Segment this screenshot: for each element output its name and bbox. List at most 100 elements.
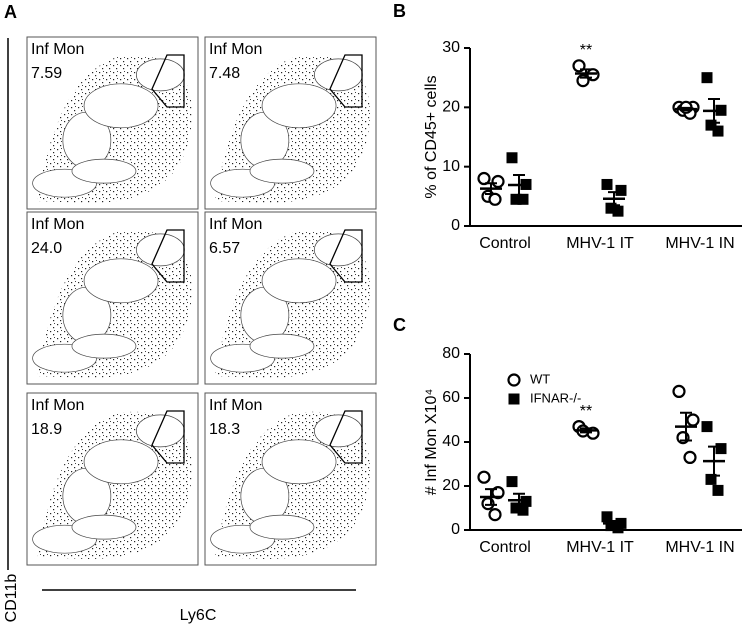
error-bar: [708, 98, 720, 124]
gate: [329, 410, 363, 464]
point: [506, 476, 518, 488]
point: [517, 193, 529, 205]
gate: [151, 410, 185, 464]
point: [715, 443, 727, 455]
point: [612, 522, 624, 534]
gate-name: Inf Mon: [209, 216, 262, 233]
gate: [151, 54, 185, 108]
point: [477, 470, 491, 484]
contour: [249, 158, 315, 184]
x-tick-label: MHV-1 IN: [665, 539, 734, 556]
gate-value: 7.59: [31, 65, 62, 82]
flow-plot: Inf Mon 7.48: [204, 36, 377, 210]
contour: [249, 333, 315, 359]
gate-name: Inf Mon: [209, 41, 262, 58]
flow-plot: Inf Mon 7.59: [26, 36, 199, 210]
y-tick-label: 20: [442, 477, 460, 494]
y-tick-label: 20: [442, 99, 460, 116]
error-bar: [580, 427, 592, 434]
point: [488, 507, 502, 522]
contour: [83, 258, 159, 304]
contour: [314, 414, 363, 448]
legend-marker: [507, 373, 521, 387]
legend-label: IFNAR-/-: [530, 390, 581, 405]
point: [701, 421, 713, 433]
contour: [261, 439, 337, 485]
error-bar: [513, 173, 525, 197]
contour: [136, 414, 185, 448]
point: [712, 484, 724, 496]
y-axis-label: CD11b: [3, 574, 20, 623]
gate-value: 18.9: [31, 421, 62, 438]
point: [517, 504, 529, 516]
gate-name: Inf Mon: [31, 216, 84, 233]
x-tick-label: MHV-1 IT: [566, 235, 634, 252]
flow-plot: Inf Mon 18.3: [204, 392, 377, 566]
flow-plot: Inf Mon 6.57: [204, 211, 377, 385]
contour: [71, 158, 137, 184]
error-bar: [708, 445, 720, 477]
y-tick-label: 0: [451, 521, 460, 538]
contour: [261, 83, 337, 129]
x-tick-label: Control: [479, 539, 531, 556]
x-tick-label: MHV-1 IN: [665, 235, 734, 252]
point: [477, 171, 491, 186]
y-tick-label: 40: [442, 433, 460, 450]
contour: [136, 58, 185, 92]
panel-label: C: [393, 315, 406, 335]
point: [672, 384, 686, 398]
contour: [261, 258, 337, 304]
flow-plot: Inf Mon 24.0: [26, 211, 199, 385]
point: [705, 473, 717, 485]
point: [701, 72, 713, 84]
error-bar: [608, 191, 620, 207]
error-bar: [608, 519, 620, 527]
gate-value: 6.57: [209, 240, 240, 257]
legend-marker: [508, 393, 520, 405]
y-tick-label: 60: [442, 389, 460, 406]
point: [615, 184, 627, 196]
point: [683, 450, 697, 464]
x-tick-label: MHV-1 IT: [566, 539, 634, 556]
y-axis-label: # Inf Mon X10⁴: [423, 389, 440, 496]
gate-value: 7.48: [209, 65, 240, 82]
gate: [151, 229, 185, 283]
contour: [83, 83, 159, 129]
contour: [71, 514, 137, 540]
point: [506, 152, 518, 164]
point: [510, 193, 522, 205]
y-tick-label: 80: [442, 345, 460, 362]
gate: [329, 229, 363, 283]
y-axis-label: % of CD45+ cells: [423, 75, 440, 198]
error-bar: [680, 411, 692, 442]
contour: [71, 333, 137, 359]
error-bar: [485, 488, 497, 506]
point: [712, 125, 724, 137]
annotation: **: [580, 42, 592, 59]
panel-label: A: [4, 2, 17, 22]
error-bar: [485, 182, 497, 195]
panel-label: B: [393, 1, 406, 21]
y-tick-label: 30: [442, 39, 460, 56]
point: [491, 174, 505, 189]
point: [510, 502, 522, 514]
contour: [249, 514, 315, 540]
contour: [83, 439, 159, 485]
gate-name: Inf Mon: [31, 41, 84, 58]
flow-plot: Inf Mon 18.9: [26, 392, 199, 566]
y-tick-label: 0: [451, 217, 460, 234]
point: [686, 413, 700, 427]
gate-name: Inf Mon: [31, 397, 84, 414]
point: [601, 511, 613, 523]
annotation: **: [580, 403, 592, 420]
error-bar: [680, 106, 692, 112]
point: [705, 119, 717, 131]
gate: [329, 54, 363, 108]
point: [605, 202, 617, 214]
error-bar: [580, 68, 592, 79]
point: [488, 192, 502, 206]
contour: [136, 233, 185, 267]
x-tick-label: Control: [479, 235, 531, 252]
y-tick-label: 10: [442, 158, 460, 175]
